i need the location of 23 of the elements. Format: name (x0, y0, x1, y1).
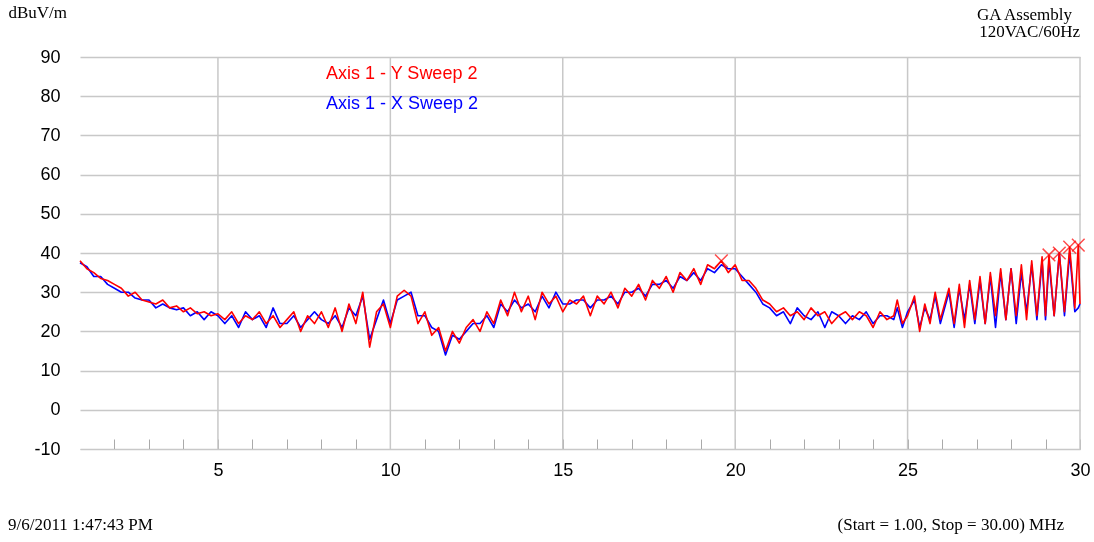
x-tick-label: 5 (213, 459, 224, 480)
x-tick-label: 10 (380, 459, 401, 480)
y-tick-label: 40 (40, 242, 61, 263)
y-tick-label: 30 (40, 281, 61, 302)
y-tick-label: 70 (40, 124, 61, 145)
y-tick-label: -10 (34, 438, 61, 459)
y-tick-label: 10 (40, 360, 61, 381)
x-tick-label: 25 (898, 459, 919, 480)
text: (Start = 1.00, Stop = 30.00) MHz (837, 515, 1064, 535)
x-tick-label: 20 (725, 459, 746, 480)
y-tick-label: 60 (40, 164, 61, 185)
text: Axis 1 - Y Sweep 2 (326, 63, 478, 83)
y-tick-label: 50 (40, 203, 61, 224)
y-tick-label: 0 (50, 399, 61, 420)
text: 9/6/2011 1:47:43 PM (8, 515, 153, 535)
y-axis-title: dBuV/m (8, 2, 68, 22)
y-tick-label: 90 (40, 46, 61, 67)
text: Axis 1 - X Sweep 2 (326, 93, 479, 113)
x-tick-label: 30 (1070, 459, 1091, 480)
y-tick-label: 80 (40, 85, 61, 106)
chart-title: GA Assembly (977, 5, 1072, 24)
y-tick-label: 20 (40, 320, 61, 341)
x-tick-label: 15 (553, 459, 574, 480)
